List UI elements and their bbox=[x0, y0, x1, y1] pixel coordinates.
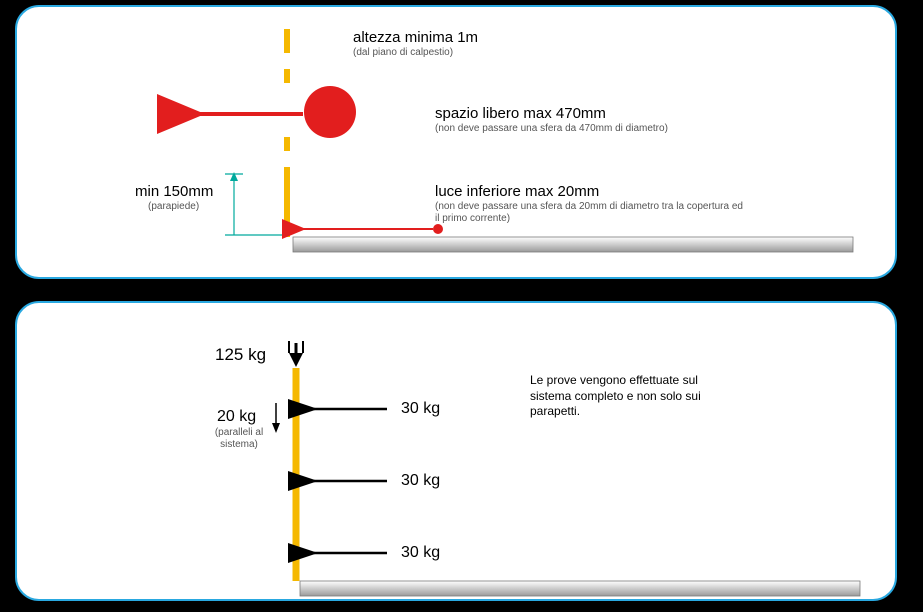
label-space-title: spazio libero max 470mm bbox=[435, 105, 606, 122]
label-note: Le prove vengono effettuate sul sistema … bbox=[530, 373, 730, 420]
label-height-title: altezza minima 1m bbox=[353, 29, 478, 46]
panel2-svg bbox=[17, 303, 895, 599]
floor-slab-2 bbox=[300, 581, 860, 596]
label-parallel-sub: (paralleli al sistema) bbox=[204, 427, 274, 450]
label-vload: 125 kg bbox=[215, 345, 266, 365]
label-hload-3: 30 kg bbox=[401, 544, 440, 562]
label-hload-1: 30 kg bbox=[401, 400, 440, 418]
label-parallel: 20 kg bbox=[217, 408, 256, 426]
panel-loads: 125 kg 20 kg (paralleli al sistema) 30 k… bbox=[15, 301, 897, 601]
sphere-large bbox=[304, 86, 356, 138]
label-min-sub: (parapiede) bbox=[148, 201, 199, 213]
label-space-sub: (non deve passare una sfera da 470mm di … bbox=[435, 123, 668, 135]
label-gap-sub: (non deve passare una sfera da 20mm di d… bbox=[435, 201, 745, 224]
label-gap-title: luce inferiore max 20mm bbox=[435, 183, 599, 200]
panel1-svg bbox=[17, 7, 895, 277]
label-min-title: min 150mm bbox=[135, 183, 213, 200]
panel-geometry: altezza minima 1m (dal piano di calpesti… bbox=[15, 5, 897, 279]
floor-slab bbox=[293, 237, 853, 252]
arrow-vertical-load bbox=[289, 353, 303, 367]
sphere-small bbox=[433, 224, 443, 234]
label-hload-2: 30 kg bbox=[401, 472, 440, 490]
label-height-sub: (dal piano di calpestio) bbox=[353, 47, 453, 59]
